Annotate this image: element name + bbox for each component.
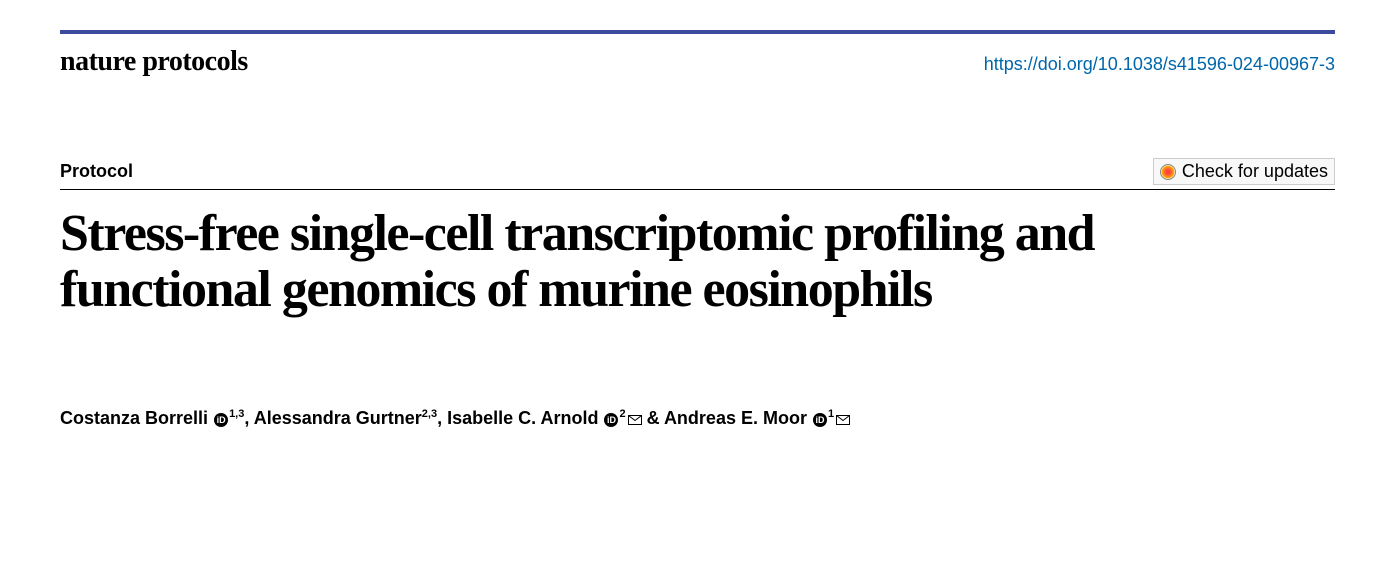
author-affil: 2,3 (422, 408, 437, 420)
check-updates-label: Check for updates (1182, 161, 1328, 182)
article-title: Stress-free single-cell transcriptomic p… (60, 206, 1110, 318)
orcid-icon[interactable]: iD (214, 413, 228, 427)
journal-name: nature protocols (60, 46, 248, 78)
top-rule (60, 30, 1335, 34)
orcid-icon[interactable]: iD (604, 413, 618, 427)
author-list: Costanza Borrelli iD1,3, Alessandra Gurt… (60, 408, 1335, 429)
author-affil: 1,3 (229, 408, 244, 420)
author-affil: 2 (619, 408, 625, 420)
author-affil: 1 (828, 408, 834, 420)
mail-icon[interactable] (836, 415, 850, 425)
doi-link[interactable]: https://doi.org/10.1038/s41596-024-00967… (984, 54, 1335, 75)
article-type-row: Protocol Check for updates (60, 158, 1335, 185)
mail-icon[interactable] (628, 415, 642, 425)
header-row: nature protocols https://doi.org/10.1038… (60, 46, 1335, 78)
author-name: Andreas E. Moor (664, 408, 807, 428)
author-name: Costanza Borrelli (60, 408, 208, 428)
author-name: Isabelle C. Arnold (447, 408, 598, 428)
article-type: Protocol (60, 161, 133, 182)
divider-rule (60, 189, 1335, 190)
check-updates-button[interactable]: Check for updates (1153, 158, 1335, 185)
author-name: Alessandra Gurtner (254, 408, 422, 428)
orcid-icon[interactable]: iD (813, 413, 827, 427)
crossmark-icon (1160, 164, 1176, 180)
